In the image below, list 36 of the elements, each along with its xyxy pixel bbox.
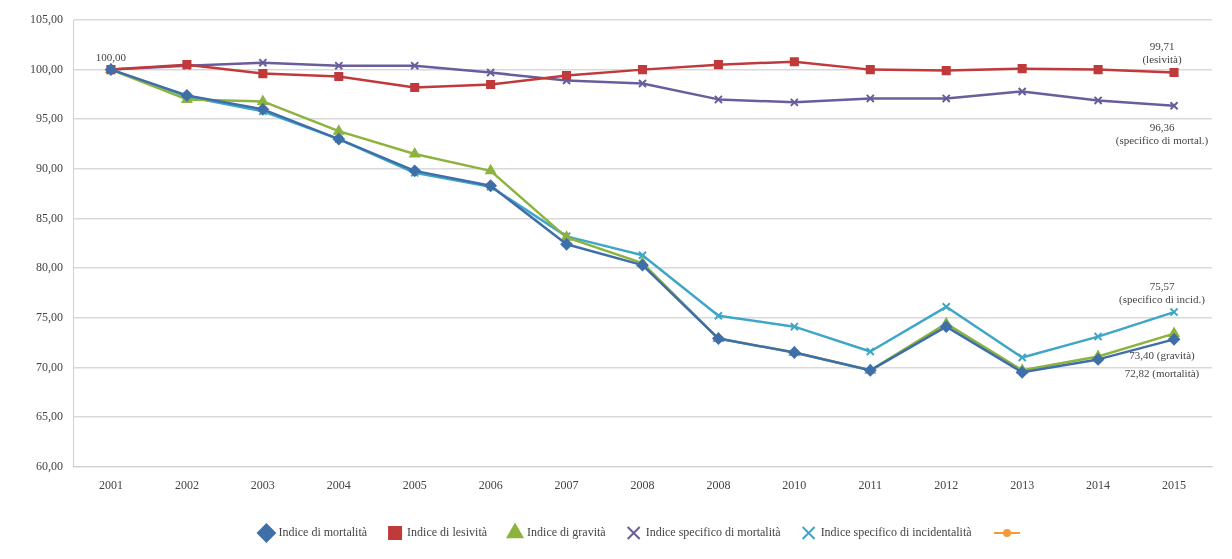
x-tick-label: 2011 [858,477,883,492]
y-tick-label: 75,00 [36,309,63,324]
x-tick-label: 2012 [934,477,959,492]
x-tick-label: 2005 [402,477,427,492]
y-tick-label: 90,00 [36,161,63,176]
y-tick-label: 95,00 [36,111,63,126]
annotation: 73,40 (gravità) [1129,348,1196,362]
annotation: 72,82 (mortalità) [1124,367,1200,381]
annotation: 100,00 [95,50,127,63]
annotation: 96,36 (specifico di mortal.) [1115,120,1209,147]
x-tick-label: 2013 [1010,477,1035,492]
y-tick-label: 85,00 [36,210,63,225]
y-tick-label: 100,00 [30,61,63,76]
x-tick-label: 2008 [630,477,655,492]
x-tick-label: 2004 [326,477,351,492]
y-tick-label: 105,00 [30,12,63,27]
y-tick-label: 80,00 [36,260,63,275]
annotation: 99,71 (lesività) [1142,40,1182,67]
y-tick-label: 70,00 [36,359,63,374]
legend-label: Indice di gravità [527,525,607,540]
x-tick-label: 2003 [250,477,275,492]
y-tick-label: 65,00 [36,409,63,424]
x-tick-label: 2015 [1162,477,1187,492]
annotation: 75,57 (specifico di incid.) [1119,279,1206,306]
x-tick-label: 2008 [706,477,731,492]
x-tick-label: 2002 [174,477,199,492]
y-tick-label: 60,00 [36,458,63,473]
x-tick-label: 2007 [554,477,579,492]
legend-label: Indice specifico di incidentalità [820,525,973,540]
x-tick-label: 2006 [478,477,503,492]
legend-label: Indice di lesività [407,525,488,540]
legend-label: Indice specifico di mortalità [645,525,782,540]
x-tick-label: 2014 [1086,477,1111,492]
legend-label: Indice di mortalità [278,525,368,540]
x-tick-label: 2010 [782,477,807,492]
x-tick-label: 2001 [98,477,123,492]
